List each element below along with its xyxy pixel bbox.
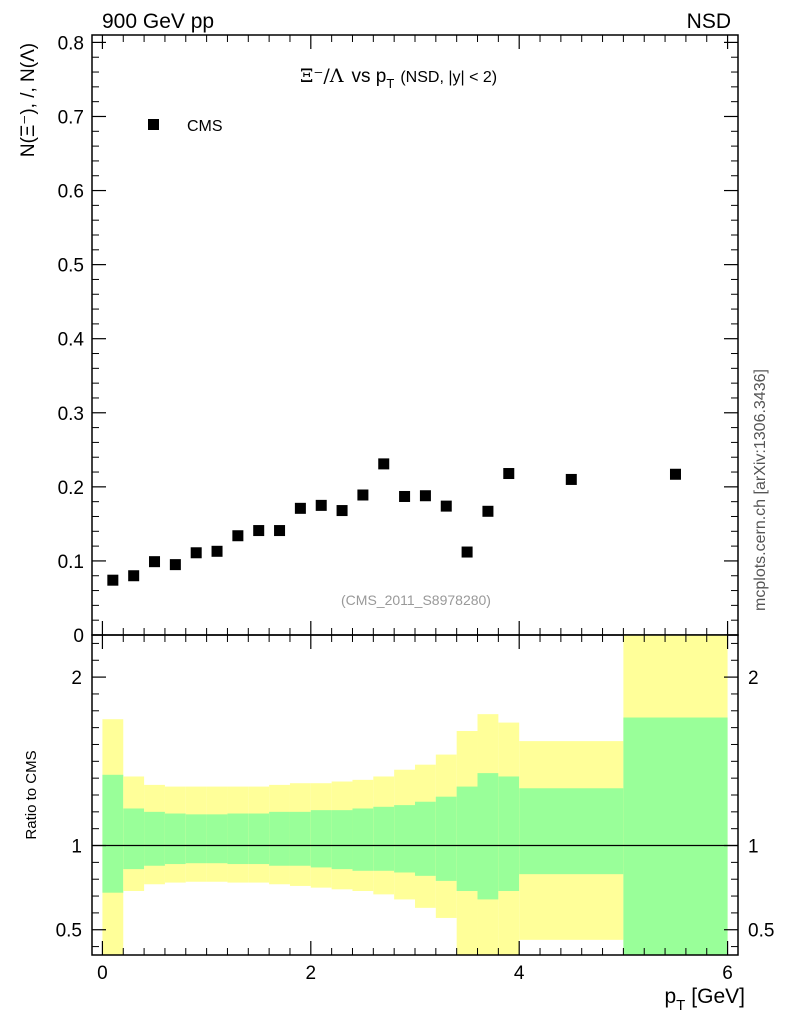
data-point: [211, 545, 223, 557]
stat-uncertainty-band: [185, 814, 207, 864]
main-y-ticks: 0 0.1 0.2 0.3 0.4 0.5 0.6 0.7 0.8: [58, 33, 738, 647]
x-tick-label: 6: [722, 963, 733, 984]
stat-uncertainty-band: [144, 811, 165, 866]
y-tick-label: 0.6: [58, 182, 84, 203]
data-point: [503, 468, 515, 480]
y-tick-label: 0.7: [58, 107, 84, 128]
stat-uncertainty-band: [164, 813, 186, 865]
data-point: [336, 505, 348, 517]
stat-uncertainty-band: [289, 811, 311, 866]
data-point: [294, 502, 306, 514]
y-tick-label: 0.2: [58, 478, 84, 499]
x-tick-label: 4: [514, 963, 525, 984]
source-label: mcplots.cern.ch [arXiv:1306.3436]: [752, 369, 769, 611]
legend-label-cms: CMS: [187, 118, 223, 135]
y-tick-label: 0.5: [58, 256, 84, 277]
ratio-y-tick-label-left: 2: [71, 668, 82, 689]
data-point: [482, 505, 494, 517]
ratio-y-tick-label-left: 0.5: [56, 921, 82, 942]
ratio-frame: [91, 634, 739, 956]
data-point: [253, 525, 265, 537]
stat-uncertainty-band: [269, 811, 290, 866]
data-point: [440, 500, 452, 512]
stat-uncertainty-band: [519, 788, 624, 875]
x-tick-label: 0: [97, 963, 108, 984]
y-tick-label: 0.4: [58, 330, 85, 351]
stat-uncertainty-band: [102, 774, 124, 893]
ratio-y-tick-label-right: 2: [748, 668, 759, 689]
y-tick-label: 0.1: [58, 552, 84, 573]
data-point: [399, 490, 411, 502]
stat-uncertainty-band: [435, 796, 457, 881]
x-tick-label: 2: [306, 963, 317, 984]
data-point: [357, 489, 369, 501]
main-y-axis-label: N(Ξ⁻), /, N(Λ): [18, 43, 39, 157]
stat-uncertainty-band: [477, 773, 499, 900]
ratio-x-ticks: 0 2 4 6: [97, 635, 733, 984]
x-axis-label: pT [GeV]: [664, 985, 745, 1014]
ratio-panel: 0.5 0.5 1 1 2 2 0 2 4 6 Ratio to CMS pT [GeV]: [23, 634, 774, 1014]
data-point: [274, 525, 286, 537]
data-point: [378, 458, 390, 470]
stat-uncertainty-band: [456, 786, 478, 891]
data-point: [565, 473, 577, 485]
chart-title: Ξ⁻/Λ vs pT (NSD, |y| < 2): [300, 65, 497, 91]
data-point: [128, 570, 140, 582]
stat-uncertainty-band: [415, 801, 436, 876]
process-label: NSD: [687, 10, 731, 33]
main-panel: 0 0.1 0.2 0.3 0.4 0.5 0.6 0.7 0.8 Ξ⁻/Λ vs pT (NSD,…: [18, 33, 739, 647]
stat-uncertainty-band: [248, 813, 270, 865]
ratio-y-tick-label-right: 0.5: [748, 921, 774, 942]
data-point: [315, 499, 327, 511]
y-tick-label: 0.3: [58, 404, 84, 425]
stat-uncertainty-band: [394, 805, 415, 873]
stat-uncertainty-band: [227, 813, 249, 865]
stat-uncertainty-band: [352, 808, 374, 871]
stat-uncertainty-band: [331, 810, 353, 870]
energy-label: 900 GeV pp: [102, 10, 214, 33]
stat-uncertainty-band: [123, 808, 145, 870]
ratio-y-tick-label-left: 1: [71, 837, 82, 858]
data-point: [461, 546, 473, 558]
main-x-ticks: [101, 35, 729, 635]
data-point: [190, 547, 202, 559]
stat-uncertainty-band: [206, 814, 228, 864]
data-point: [419, 490, 431, 502]
data-point: [169, 559, 181, 571]
y-tick-label: 0.8: [58, 33, 84, 54]
analysis-watermark: (CMS_2011_S8978280): [341, 592, 491, 608]
y-tick-label: 0: [73, 626, 84, 647]
data-point: [232, 530, 244, 542]
ratio-y-tick-label-right: 1: [748, 837, 759, 858]
cms-series: [107, 458, 681, 586]
data-point: [669, 468, 681, 480]
stat-uncertainty-band: [498, 776, 520, 891]
data-point: [107, 574, 119, 586]
uncertainty-bands: [102, 635, 728, 955]
ratio-y-axis-label: Ratio to CMS: [23, 750, 40, 839]
stat-uncertainty-band: [310, 810, 332, 868]
stat-uncertainty-band: [623, 717, 728, 955]
stat-uncertainty-band: [373, 806, 395, 871]
data-point: [149, 556, 161, 568]
ratio-y-ticks: 0.5 0.5 1 1 2 2: [56, 642, 774, 948]
legend-marker-cms: [148, 119, 159, 130]
